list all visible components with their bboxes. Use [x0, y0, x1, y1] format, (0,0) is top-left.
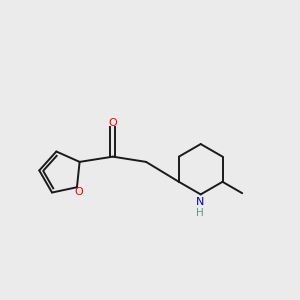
Text: N: N — [196, 197, 204, 207]
Text: O: O — [74, 188, 83, 197]
Text: H: H — [196, 208, 204, 218]
Text: O: O — [109, 118, 117, 128]
